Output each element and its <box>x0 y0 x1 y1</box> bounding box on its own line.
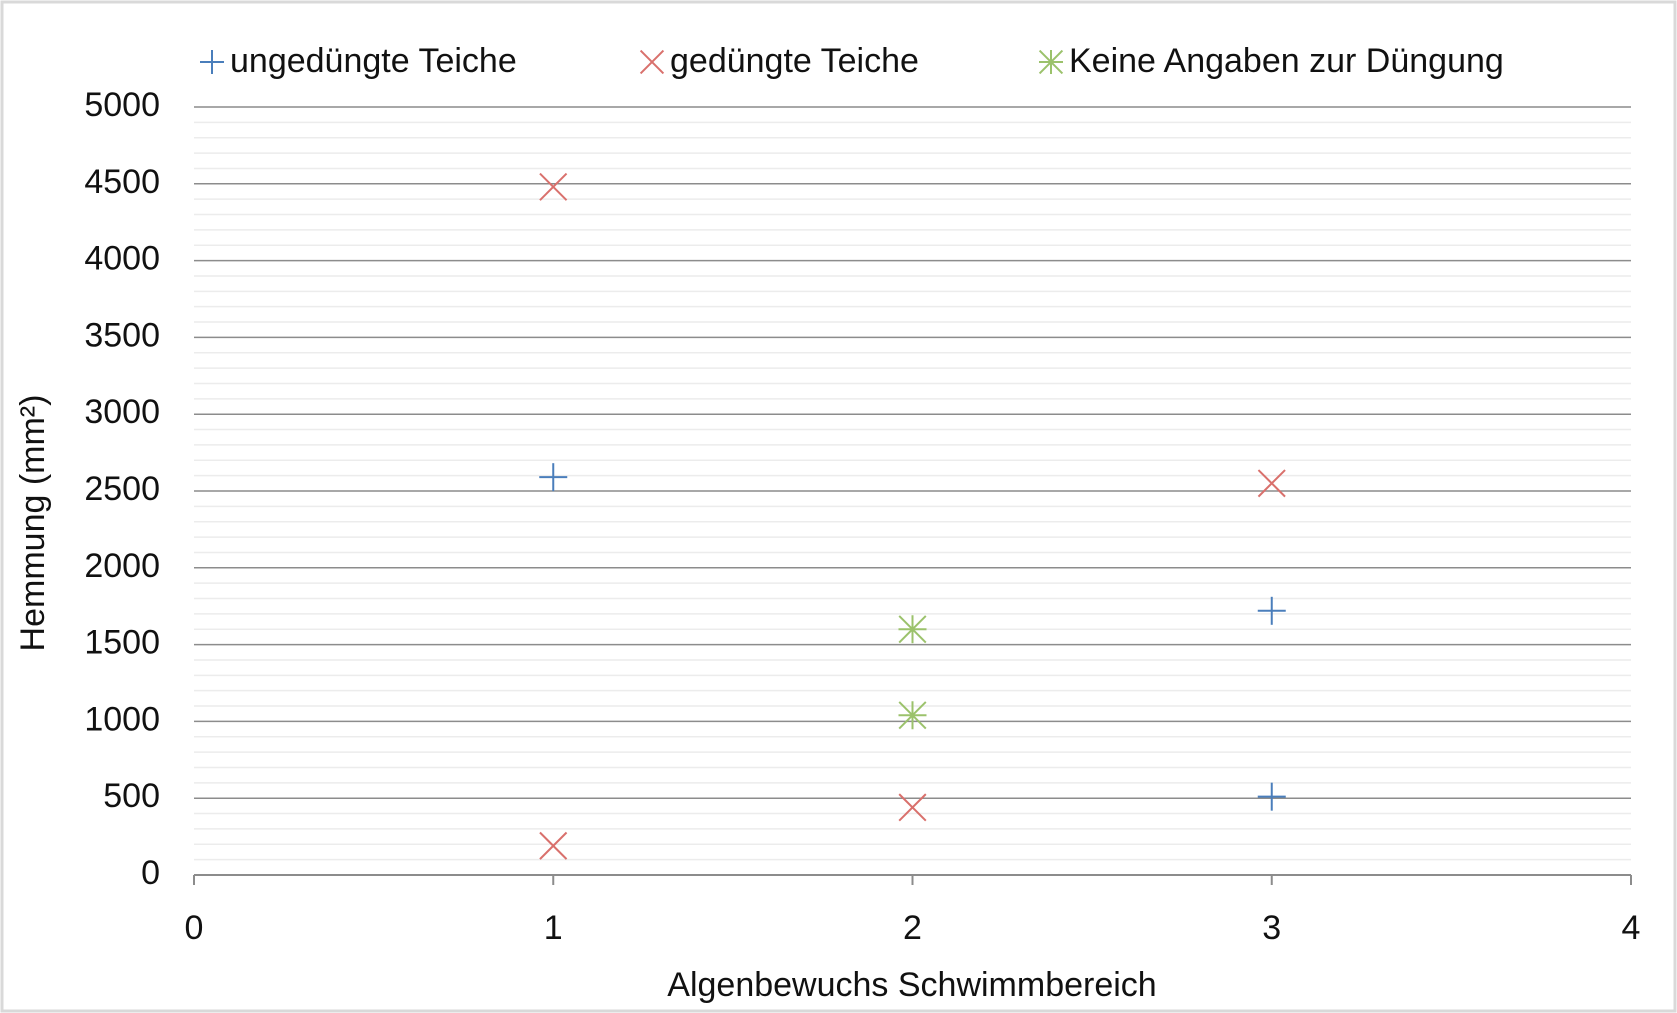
x-tick-label: 2 <box>903 909 922 947</box>
x-tick-label: 1 <box>544 909 563 947</box>
legend-label: ungedüngte Teiche <box>230 42 517 80</box>
point <box>1257 782 1286 811</box>
x-tick-label: 3 <box>1262 909 1281 947</box>
y-tick-label: 4000 <box>84 240 160 278</box>
point <box>1257 596 1286 625</box>
y-tick-label: 2500 <box>84 470 160 508</box>
point <box>1257 469 1286 498</box>
point <box>539 831 568 860</box>
marker-stroke <box>539 172 568 201</box>
marker-stroke <box>1257 469 1286 498</box>
y-tick-label: 3000 <box>84 393 160 431</box>
point <box>898 615 927 644</box>
point <box>539 463 568 492</box>
marker-stroke <box>539 831 568 860</box>
marker-stroke <box>639 49 665 75</box>
y-tick-label: 3500 <box>84 316 160 354</box>
x-tick-label: 4 <box>1622 909 1641 947</box>
legend-marker <box>1038 49 1064 75</box>
y-axis-label: Hemmung (mm²) <box>14 395 52 652</box>
legend-label: Keine Angaben zur Düngung <box>1069 42 1504 80</box>
y-tick-label: 4500 <box>84 163 160 201</box>
y-tick-label: 500 <box>103 777 160 815</box>
y-tick-label: 2000 <box>84 547 160 585</box>
point <box>539 172 568 201</box>
point <box>898 701 927 730</box>
y-tick-label: 0 <box>141 854 160 892</box>
marker-stroke <box>898 793 927 822</box>
marker-stroke <box>898 615 927 644</box>
y-tick-label: 1500 <box>84 624 160 662</box>
marker-stroke <box>898 701 927 730</box>
x-axis-label: Algenbewuchs Schwimmbereich <box>667 966 1156 1004</box>
y-tick-label: 1000 <box>84 700 160 738</box>
legend-marker <box>639 49 665 75</box>
marker-stroke <box>1038 49 1064 75</box>
legend-marker <box>200 50 224 74</box>
x-tick-label: 0 <box>185 909 204 947</box>
point <box>898 793 927 822</box>
y-tick-label: 5000 <box>84 86 160 124</box>
legend-label: gedüngte Teiche <box>670 42 919 80</box>
